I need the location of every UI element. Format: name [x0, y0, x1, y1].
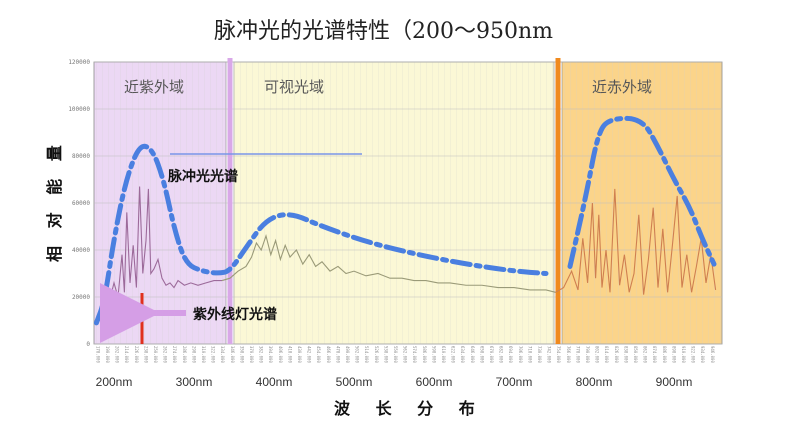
x-minor-label: 826.000 — [614, 346, 619, 363]
x-minor-label: 262.000 — [163, 346, 168, 363]
y-tick-label: 120000 — [68, 59, 90, 66]
x-minor-label: 214.000 — [124, 346, 129, 363]
x-tick-label: 500nm — [336, 375, 373, 389]
x-minor-label: 202.000 — [115, 346, 120, 363]
measured-spectrum — [96, 186, 717, 324]
x-minor-label: 502.000 — [355, 346, 360, 363]
x-tick-label: 800nm — [576, 375, 613, 389]
x-tick-label: 300nm — [176, 375, 213, 389]
x-minor-label: 538.000 — [383, 346, 388, 363]
x-minor-label: 370.000 — [249, 346, 254, 363]
x-minor-label: 610.000 — [441, 346, 446, 363]
x-axis-minor-labels: 178.000 190.000 202.000 214.000 226.000 238.0… — [95, 346, 714, 363]
y-tick-label: 100000 — [68, 106, 90, 113]
x-minor-label: 718.000 — [527, 346, 532, 363]
x-axis-title: 波 长 分 布 — [334, 399, 485, 418]
x-minor-label: 850.000 — [633, 346, 638, 363]
x-minor-label: 430.000 — [297, 346, 302, 363]
x-minor-label: 358.000 — [239, 346, 244, 363]
x-minor-label: 322.000 — [211, 346, 216, 363]
x-minor-label: 838.000 — [623, 346, 628, 363]
x-minor-label: 574.000 — [412, 346, 417, 363]
x-minor-label: 862.000 — [643, 346, 648, 363]
x-minor-label: 298.000 — [191, 346, 196, 363]
y-tick-label: 0 — [86, 341, 90, 348]
pulse-spectrum-label: 脉冲光光谱 — [167, 168, 238, 185]
y-tick-label: 20000 — [72, 294, 90, 301]
x-minor-label: 802.000 — [595, 346, 600, 363]
x-minor-label: 346.000 — [230, 346, 235, 363]
measured-spectrum-line — [555, 188, 717, 295]
y-tick-label: 80000 — [72, 153, 90, 160]
x-minor-label: 622.000 — [451, 346, 456, 363]
x-minor-label: 910.000 — [681, 346, 686, 363]
x-minor-label: 226.000 — [134, 346, 139, 363]
x-minor-label: 514.000 — [364, 346, 369, 363]
x-minor-label: 874.000 — [652, 346, 657, 363]
x-minor-label: 766.000 — [566, 346, 571, 363]
x-minor-label: 898.000 — [671, 346, 676, 363]
x-minor-label: 550.000 — [393, 346, 398, 363]
x-minor-label: 238.000 — [143, 346, 148, 363]
x-minor-label: 190.000 — [105, 346, 110, 363]
x-minor-label: 742.000 — [547, 346, 552, 363]
x-minor-label: 526.000 — [374, 346, 379, 363]
x-minor-label: 754.000 — [556, 346, 561, 363]
x-tick-label: 400nm — [256, 375, 293, 389]
x-minor-label: 334.000 — [220, 346, 225, 363]
x-minor-label: 598.000 — [431, 346, 436, 363]
y-tick-label: 60000 — [72, 200, 90, 207]
x-minor-label: 310.000 — [201, 346, 206, 363]
series-line — [567, 115, 717, 269]
x-minor-label: 706.000 — [518, 346, 523, 363]
x-minor-label: 478.000 — [335, 346, 340, 363]
region-dividers — [227, 58, 561, 344]
gridlines — [94, 61, 722, 345]
x-minor-label: 922.000 — [691, 346, 696, 363]
measured-spectrum-line — [221, 233, 556, 293]
x-minor-label: 250.000 — [153, 346, 158, 363]
x-minor-label: 394.000 — [268, 346, 273, 363]
x-minor-label: 178.000 — [95, 346, 100, 363]
x-minor-label: 778.000 — [575, 346, 580, 363]
x-minor-label: 886.000 — [662, 346, 667, 363]
measured-spectrum-line — [96, 186, 222, 324]
chart-title: 脉冲光的光谱特性（200～950nm — [214, 19, 553, 44]
x-minor-label: 670.000 — [489, 346, 494, 363]
x-minor-label: 406.000 — [278, 346, 283, 363]
x-minor-label: 418.000 — [287, 346, 292, 363]
x-minor-label: 934.000 — [700, 346, 705, 363]
x-minor-label: 382.000 — [259, 346, 264, 363]
x-minor-label: 790.000 — [585, 346, 590, 363]
x-minor-label: 562.000 — [403, 346, 408, 363]
x-tick-label: 700nm — [496, 375, 533, 389]
x-axis-labels: 200nm 300nm 400nm 500nm 600nm 700nm 800nm 900nm — [96, 375, 693, 389]
x-minor-label: 730.000 — [537, 346, 542, 363]
y-axis-ticks: 0 20000 40000 60000 80000 100000 120000 — [68, 59, 90, 348]
y-axis-title: 相 对 能 量 — [45, 139, 64, 262]
series-group — [93, 115, 717, 326]
x-minor-label: 586.000 — [422, 346, 427, 363]
y-tick-label: 40000 — [72, 247, 90, 254]
x-minor-label: 646.000 — [470, 346, 475, 363]
x-minor-label: 682.000 — [499, 346, 504, 363]
x-tick-label: 600nm — [416, 375, 453, 389]
series-line — [93, 143, 549, 326]
x-tick-label: 200nm — [96, 375, 133, 389]
x-minor-label: 658.000 — [479, 346, 484, 363]
x-minor-label: 814.000 — [604, 346, 609, 363]
x-minor-label: 694.000 — [508, 346, 513, 363]
uv-lamp-label: 紫外线灯光谱 — [193, 306, 277, 323]
x-minor-label: 466.000 — [326, 346, 331, 363]
x-minor-label: 946.000 — [710, 346, 715, 363]
x-minor-label: 274.000 — [172, 346, 177, 363]
x-minor-label: 442.000 — [307, 346, 312, 363]
x-minor-label: 490.000 — [345, 346, 350, 363]
x-minor-label: 634.000 — [460, 346, 465, 363]
x-minor-label: 454.000 — [316, 346, 321, 363]
x-minor-label: 286.000 — [182, 346, 187, 363]
x-tick-label: 900nm — [656, 375, 693, 389]
